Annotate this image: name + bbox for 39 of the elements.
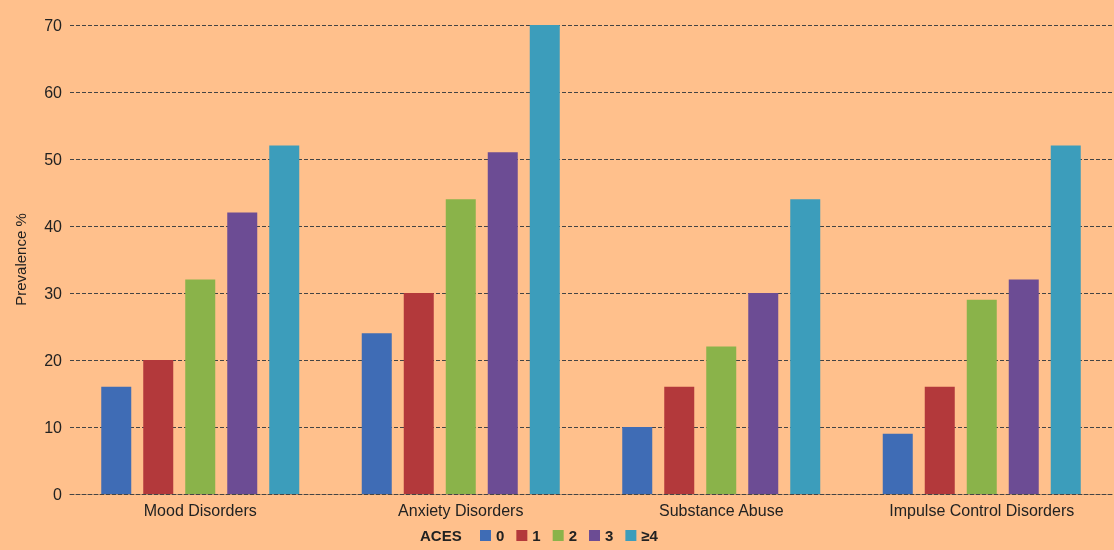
legend-label: 2 (568, 527, 578, 544)
legend-label: 1 (532, 527, 541, 544)
x-tick-label: Substance Abuse (658, 501, 784, 519)
y-tick-label: 30 (44, 284, 63, 302)
bar (706, 346, 737, 494)
legend-label: 0 (496, 527, 505, 544)
legend-label: 3 (605, 527, 614, 544)
bar (361, 333, 392, 494)
y-tick-label: 70 (44, 16, 63, 34)
y-tick-label: 40 (44, 217, 63, 235)
y-tick-label: 10 (44, 418, 63, 436)
x-tick-label: Impulse Control Disorders (889, 501, 1075, 519)
bar (487, 152, 518, 494)
bar (227, 212, 258, 494)
bar (1008, 279, 1039, 494)
bar (664, 386, 695, 494)
y-tick-label: 60 (44, 83, 63, 101)
bar (269, 145, 300, 494)
bar (882, 433, 913, 494)
bar (143, 360, 174, 494)
y-tick-label: 0 (53, 485, 63, 503)
x-tick-label: Mood Disorders (143, 501, 257, 519)
legend-label: ≥4 (641, 527, 659, 544)
x-tick-label: Anxiety Disorders (398, 501, 524, 519)
bar (966, 299, 997, 494)
legend-title: ACES (420, 527, 462, 544)
bar (445, 199, 476, 494)
bar (622, 427, 653, 494)
bar (403, 293, 434, 494)
bar (748, 293, 779, 494)
y-tick-label: 50 (44, 150, 63, 168)
bar (529, 25, 560, 494)
bar (924, 386, 955, 494)
y-axis-title: Prevalence % (12, 213, 29, 306)
bar (790, 199, 821, 494)
y-tick-label: 20 (44, 351, 63, 369)
bar (101, 386, 132, 494)
bar (185, 279, 216, 494)
bar (1050, 145, 1081, 494)
